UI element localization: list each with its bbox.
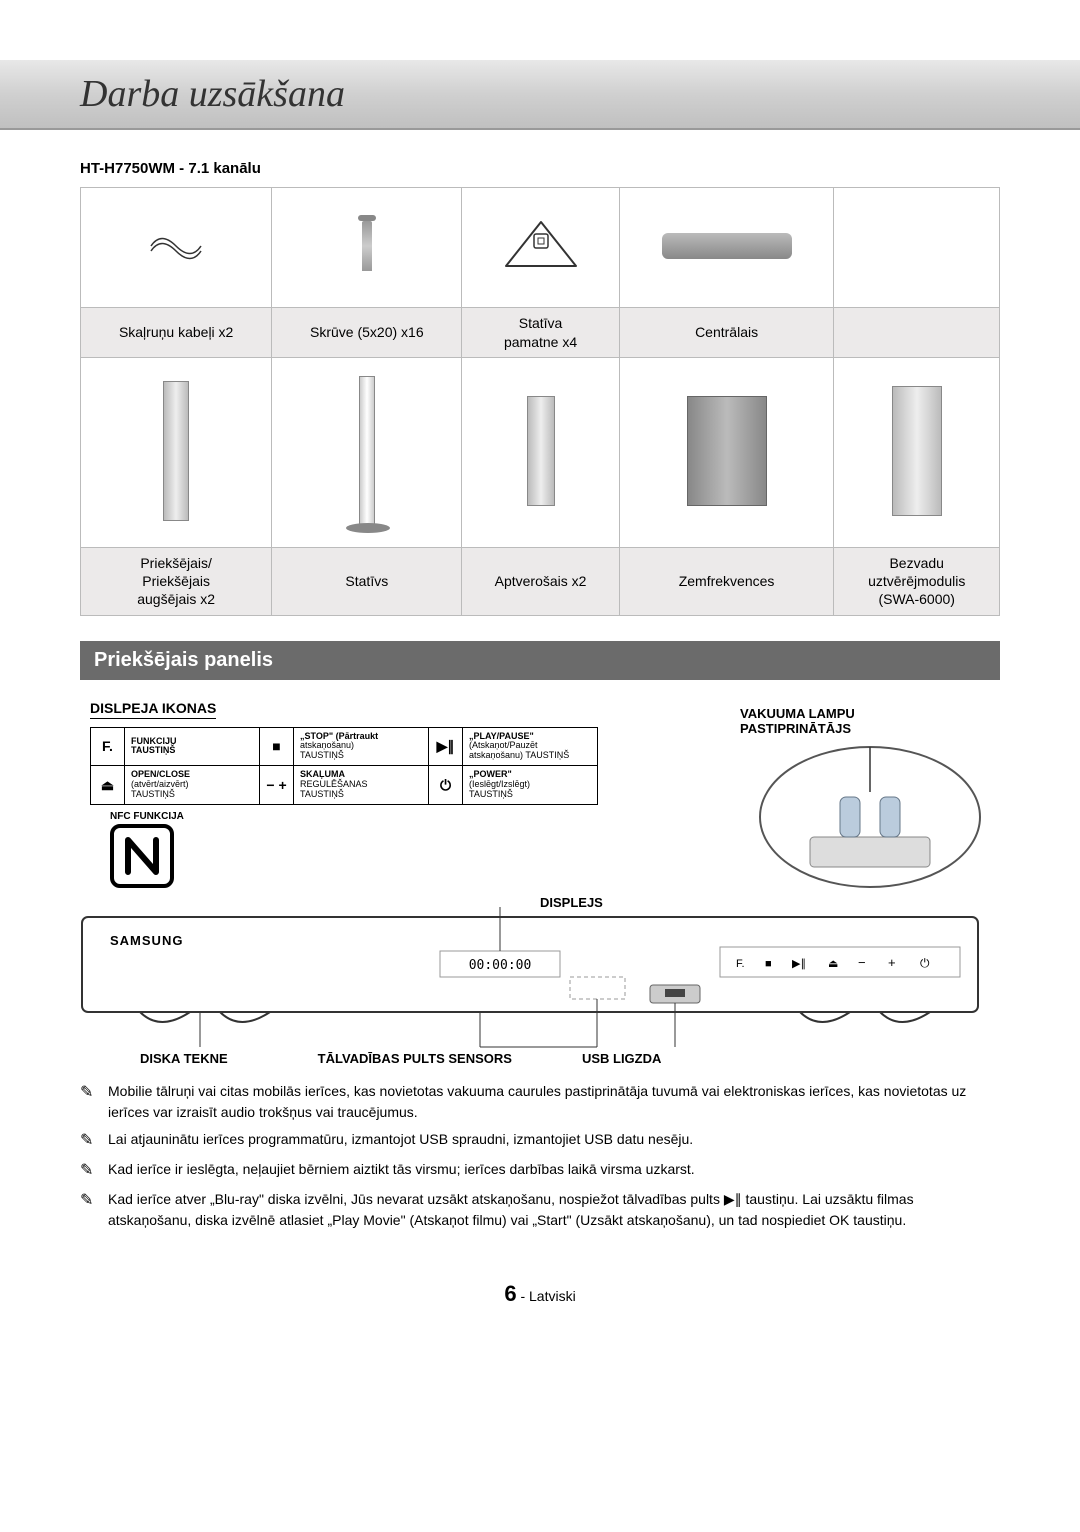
parts-row1-labels: Skaļruņu kabeļi x2 Skrūve (5x20) x16 Sta… [81,308,1000,358]
icon-row: ⏏ OPEN/CLOSE(atvērt/aizvērt) TAUSTIŅŠ − … [91,766,598,805]
page-number: 6 [504,1281,516,1306]
part-img-surround [462,358,619,548]
note-icon: ✎ [80,1129,98,1153]
svg-text:F.: F. [736,958,745,970]
svg-text:▶∥: ▶∥ [792,958,806,970]
note-icon: ✎ [80,1081,98,1123]
power-label: „POWER"(Ieslēgt/Izslēgt) TAUSTIŅŠ [463,766,598,805]
cable-icon [146,226,206,266]
nfc-label: NFC FUNKCIJA [110,811,740,822]
brand-text: SAMSUNG [110,933,183,948]
eject-label: OPEN/CLOSE(atvērt/aizvērt) TAUSTIŅŠ [125,766,260,805]
display-time: 00:00:00 [469,958,532,973]
part-img-sub [619,358,834,548]
volume-icon: − + [260,766,294,805]
part-img-screw [272,188,462,308]
page-footer: 6 - Latviski [80,1281,1000,1307]
note-item: ✎ Kad ierīce ir ieslēgta, neļaujiet bērni… [80,1159,1000,1183]
part-img-center [619,188,834,308]
part-label: Statīvs [272,548,462,616]
func-icon: F. [91,727,125,766]
bottom-callouts: DISKA TEKNE TĀLVADĪBAS PULTS SENSORS USB… [140,1051,1000,1066]
part-label: Aptverošais x2 [462,548,619,616]
panel-top: DISLPEJA IKONAS F. FUNKCIJUTAUSTIŅŠ ■ „S… [80,700,1000,897]
volume-label: SKAĻUMAREGULĒŠANAS TAUSTIŅŠ [294,766,429,805]
stand-base-icon [496,216,586,276]
icon-row: F. FUNKCIJUTAUSTIŅŠ ■ „STOP" (Pārtraukta… [91,727,598,766]
screw-icon [362,221,372,271]
part-label [834,308,1000,358]
part-label: Skaļruņu kabeļi x2 [81,308,272,358]
device-panel: DISPLEJS SAMSUNG 00:00:00 F. ■ ▶∥ ⏏ [80,907,1000,1066]
page-title: Darba uzsākšana [80,72,345,116]
page: Darba uzsākšana HT-H7750WM - 7.1 kanālu [0,0,1080,1347]
note-item: ✎Mobilie tālruņi vai citas mobilās ierīc… [80,1081,1000,1123]
part-img-empty [834,188,1000,308]
stop-label: „STOP" (Pārtrauktatskaņošanu) TAUSTIŅŠ [294,727,429,766]
part-label: Priekšējais/ Priekšējais augšējais x2 [81,548,272,616]
nfc-icon [110,824,174,888]
amp-diagram-icon [755,742,985,892]
parts-row2-images [81,358,1000,548]
play-pause-icon: ▶∥ [429,727,463,766]
stop-icon: ■ [260,727,294,766]
notes-list: ✎Mobilie tālruņi vai citas mobilās ierīc… [80,1081,1000,1231]
usb-callout: USB LIGZDA [582,1051,661,1066]
tray-callout: DISKA TEKNE [140,1051,228,1066]
part-img-stand [272,358,462,548]
panel-top-right: VAKUUMA LAMPU PASTIPRINĀTĀJS [740,700,1000,897]
part-label: Statīva pamatne x4 [462,308,619,358]
parts-row1-images [81,188,1000,308]
page-lang: - Latviski [520,1288,575,1304]
remote-callout: TĀLVADĪBAS PULTS SENSORS [318,1051,512,1066]
subwoofer-icon [687,396,767,506]
note-icon: ✎ [80,1189,98,1231]
svg-text:⏏: ⏏ [828,958,838,970]
svg-text:⏻: ⏻ [920,956,930,970]
svg-text:+: + [888,955,896,970]
note-text: Mobilie tālruņi vai citas mobilās ierīce… [108,1081,1000,1123]
model-line: HT-H7750WM - 7.1 kanālu [80,160,1000,177]
display-icons-heading: DISLPEJA IKONAS [90,700,216,719]
part-label: Bezvadu uztvērējmodulis (SWA-6000) [834,548,1000,616]
icon-legend-table: F. FUNKCIJUTAUSTIŅŠ ■ „STOP" (Pārtraukta… [90,727,598,805]
svg-text:−: − [858,955,866,970]
part-img-cables [81,188,272,308]
amp-label: VAKUUMA LAMPU PASTIPRINĀTĀJS [740,706,1000,736]
note-item: ✎ Lai atjauninātu ierīces programmatūru, … [80,1129,1000,1153]
surround-speaker-icon [527,396,555,506]
center-speaker-icon [662,233,792,259]
note-text: Kad ierīce ir ieslēgta, neļaujiet bērnie… [108,1159,695,1183]
power-icon: ⏻ [429,766,463,805]
note-text: Kad ierīce atver „Blu-ray" diska izvēlni… [108,1189,1000,1231]
eject-icon: ⏏ [91,766,125,805]
func-label: FUNKCIJUTAUSTIŅŠ [125,727,260,766]
play-pause-label: „PLAY/PAUSE"(Atskaņot/Pauzēt atskaņošanu… [463,727,598,766]
part-img-base [462,188,619,308]
svg-text:■: ■ [765,958,772,970]
part-label: Skrūve (5x20) x16 [272,308,462,358]
part-img-wireless [834,358,1000,548]
note-text: Lai atjauninātu ierīces programmatūru, i… [108,1129,693,1153]
note-icon: ✎ [80,1159,98,1183]
front-speaker-icon [163,381,189,521]
panel-top-left: DISLPEJA IKONAS F. FUNKCIJUTAUSTIŅŠ ■ „S… [80,700,740,888]
nfc-block: NFC FUNKCIJA [110,811,740,888]
section-header: Priekšējais panelis [80,641,1000,680]
device-outline-icon: SAMSUNG 00:00:00 F. ■ ▶∥ ⏏ − + ⏻ [80,907,980,1057]
part-label: Centrālais [619,308,834,358]
stand-icon [359,376,375,526]
parts-table: Skaļruņu kabeļi x2 Skrūve (5x20) x16 Sta… [80,187,1000,616]
part-img-front [81,358,272,548]
wireless-module-icon [892,386,942,516]
note-item: ✎Kad ierīce atver „Blu-ray" diska izvēln… [80,1189,1000,1231]
parts-row2-labels: Priekšējais/ Priekšējais augšējais x2 St… [81,548,1000,616]
part-label: Zemfrekvences [619,548,834,616]
display-callout: DISPLEJS [540,895,603,910]
title-bar: Darba uzsākšana [0,60,1080,130]
